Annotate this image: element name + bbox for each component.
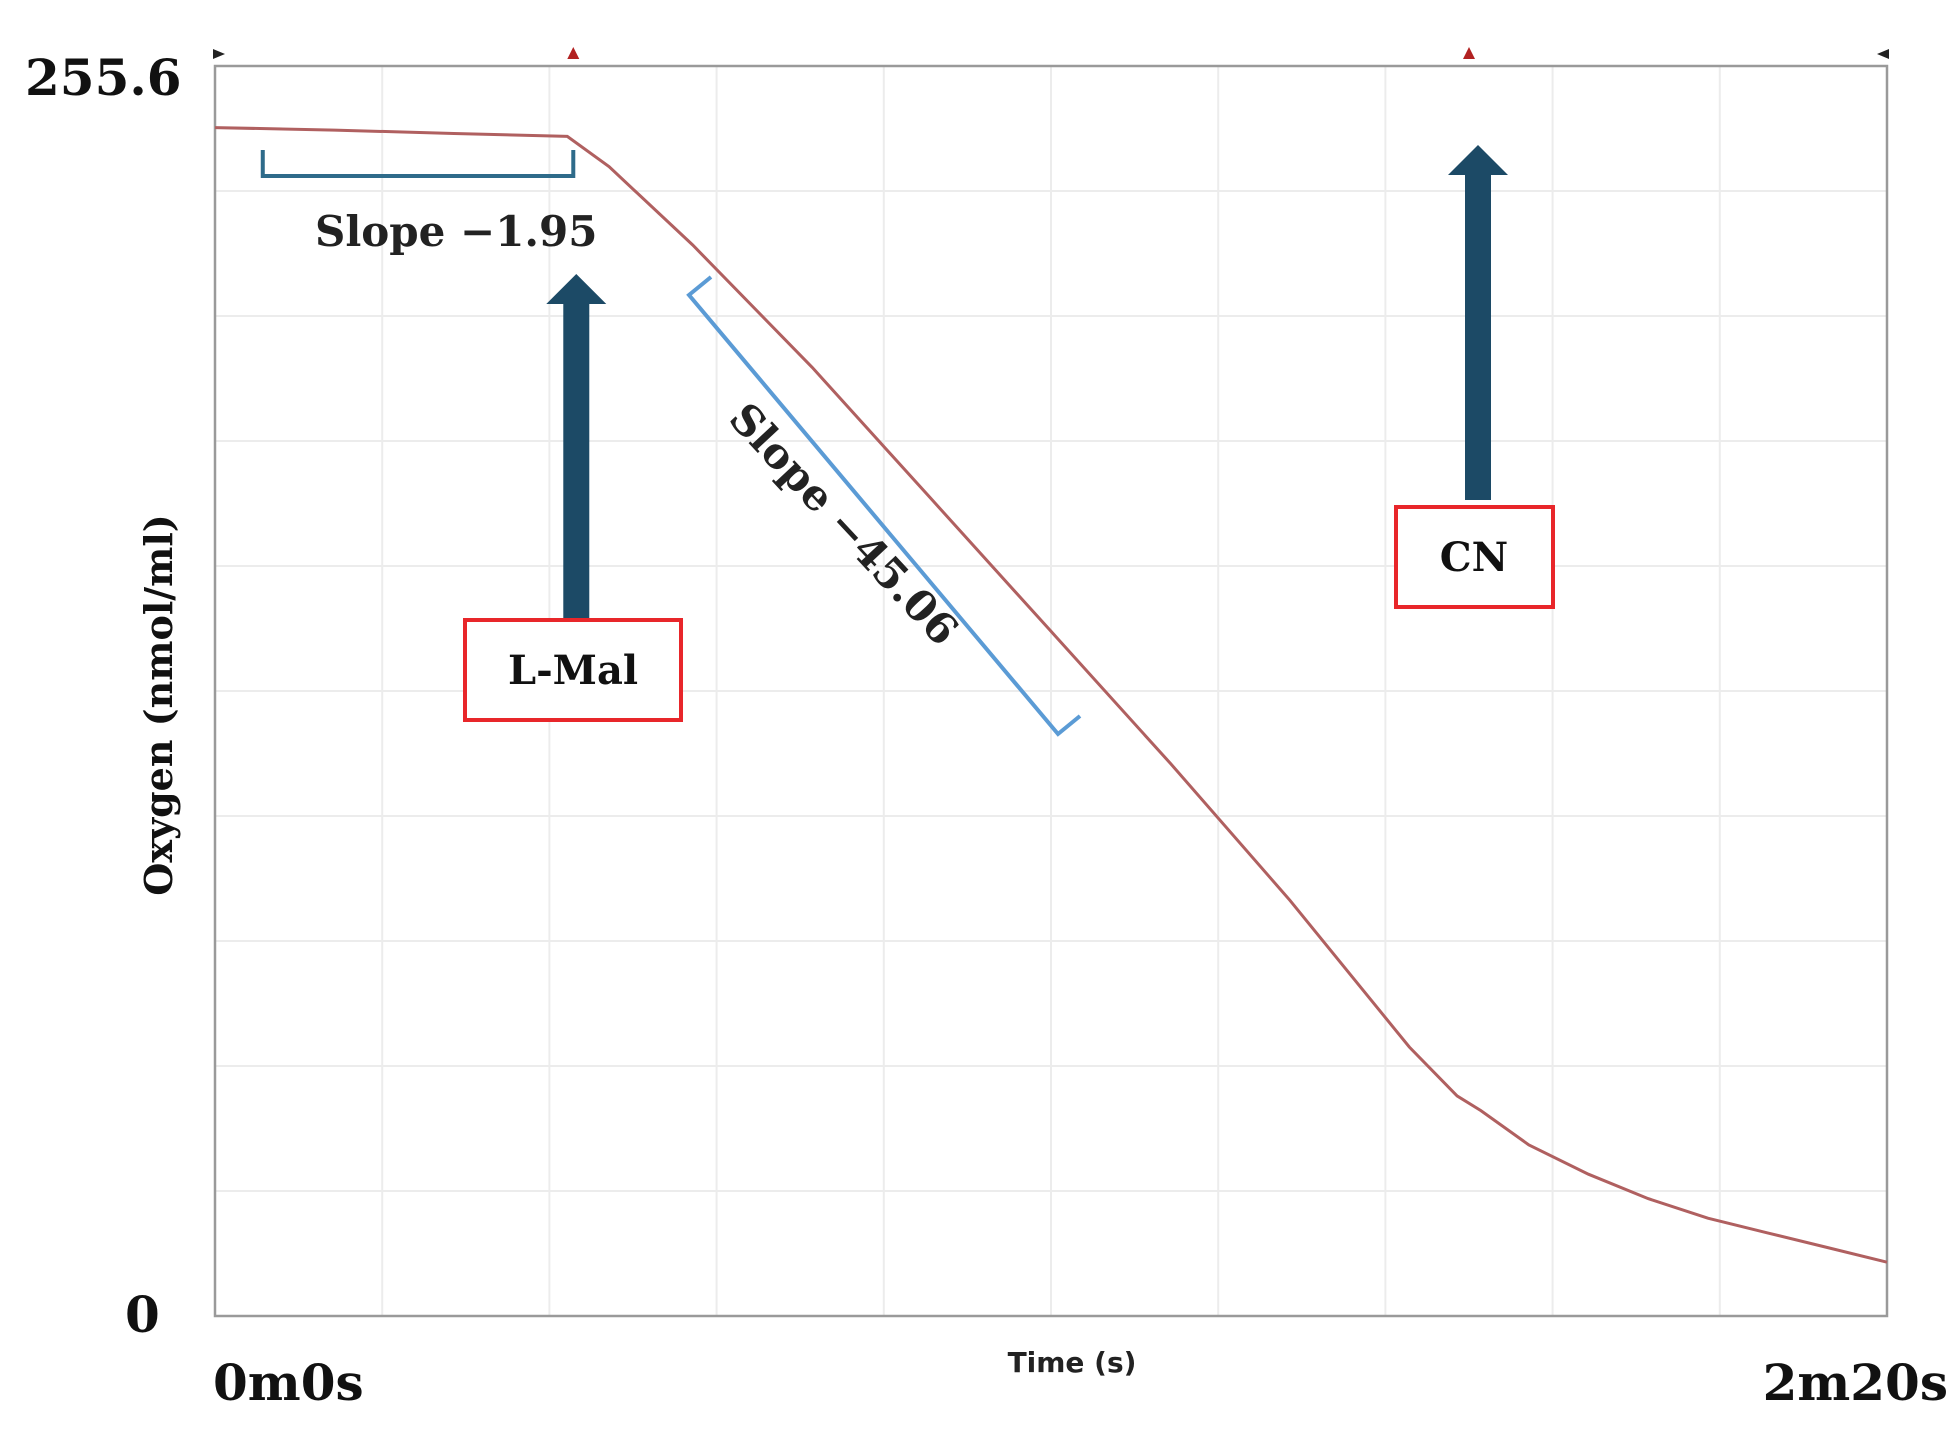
event-marker bbox=[567, 47, 580, 59]
arrow-head bbox=[1448, 145, 1508, 175]
event-markers bbox=[213, 47, 1889, 59]
plot-frame bbox=[213, 64, 1889, 1318]
y-axis-label: Oxygen (nmol/ml) bbox=[136, 514, 181, 896]
lmal-arrow bbox=[546, 274, 607, 620]
cn-label: CN bbox=[1440, 534, 1508, 581]
event-marker bbox=[1463, 47, 1475, 59]
arrow-head bbox=[546, 274, 607, 304]
slope2-label: Slope −45.06 bbox=[720, 393, 968, 654]
lmal-label: L-Mal bbox=[508, 647, 638, 694]
lmal-box bbox=[463, 618, 683, 722]
event-marker bbox=[213, 49, 225, 59]
arrow-shaft bbox=[1465, 173, 1491, 500]
oxygen-trace-line bbox=[214, 126, 1888, 1264]
x-tick-end: 2m20s bbox=[1763, 1353, 1948, 1412]
y-tick-max: 255.6 bbox=[25, 48, 182, 107]
cn-box bbox=[1394, 505, 1555, 609]
y-tick-min: 0 bbox=[125, 1285, 160, 1344]
cn-arrow bbox=[1448, 145, 1508, 500]
arrow-shaft bbox=[563, 302, 590, 620]
event-marker bbox=[1877, 49, 1889, 59]
x-tick-start: 0m0s bbox=[213, 1353, 364, 1412]
slope2-bracket bbox=[686, 275, 1082, 737]
slope1-bracket bbox=[260, 150, 576, 178]
x-axis-label: Time (s) bbox=[1008, 1346, 1137, 1379]
gridlines bbox=[215, 66, 1887, 1316]
slope1-label: Slope −1.95 bbox=[315, 207, 598, 256]
